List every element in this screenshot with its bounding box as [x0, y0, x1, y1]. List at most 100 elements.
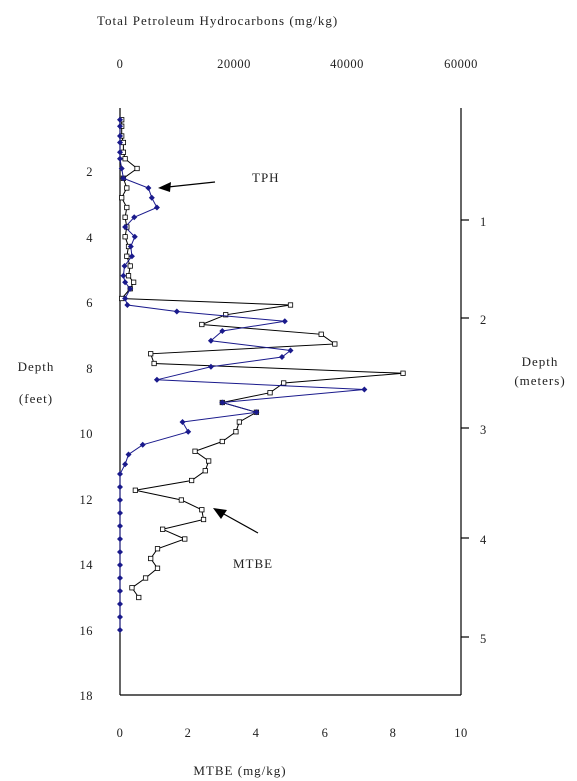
- tph-line: [119, 119, 365, 630]
- right-axis-ticks: 1 2 3 4 5: [461, 215, 487, 646]
- tph-point: [120, 175, 127, 182]
- bottom-tick-label: 2: [185, 726, 192, 740]
- mtbe-point: [236, 419, 242, 425]
- mtbe-arrow-icon: [221, 512, 259, 534]
- mtbe-point: [122, 156, 128, 162]
- mtbe-point: [400, 370, 406, 376]
- right-tick-label: 3: [480, 423, 487, 437]
- bottom-axis-ticks: 0 2 4 6 8 10: [117, 726, 468, 740]
- tph-point: [117, 510, 123, 516]
- tph-point: [185, 428, 192, 435]
- mtbe-point: [154, 565, 161, 571]
- mtbe-point: [202, 468, 208, 474]
- tph-point: [122, 461, 129, 468]
- mtbe-point: [267, 390, 273, 396]
- tph-point: [287, 347, 294, 354]
- left-tick-label: 14: [80, 558, 94, 572]
- tph-arrowhead-icon: [158, 182, 171, 192]
- tph-point: [120, 272, 127, 279]
- bottom-tick-label: 10: [454, 726, 468, 740]
- mtbe-point: [142, 575, 149, 581]
- left-tick-label: 2: [86, 165, 93, 179]
- tph-point: [278, 354, 285, 360]
- bottom-tick-label: 6: [322, 726, 329, 740]
- mtbe-point: [124, 204, 130, 211]
- right-tick-label: 2: [480, 313, 487, 327]
- mtbe-point: [160, 526, 166, 532]
- tph-point: [117, 575, 123, 581]
- right-tick-label: 1: [480, 215, 487, 229]
- mtbe-point: [206, 458, 212, 464]
- tph-point: [121, 263, 128, 269]
- tph-point: [118, 165, 125, 172]
- left-tick-label: 8: [86, 362, 93, 376]
- tph-point: [361, 386, 368, 393]
- left-tick-label: 16: [80, 624, 94, 638]
- tph-point: [128, 253, 135, 260]
- mtbe-point: [127, 263, 133, 269]
- top-axis-ticks: 0 20000 40000 60000: [117, 57, 478, 71]
- tph-point: [122, 295, 129, 302]
- tph-point: [117, 497, 123, 503]
- tph-point: [117, 614, 123, 620]
- tph-point: [127, 243, 134, 250]
- tph-point: [117, 149, 123, 156]
- mtbe-point: [129, 585, 135, 591]
- right-axis-title-line1: Depth: [522, 354, 559, 369]
- tph-point: [173, 308, 180, 315]
- tph-point: [207, 363, 214, 370]
- left-tick-label: 10: [80, 427, 94, 441]
- bottom-tick-label: 8: [390, 726, 397, 740]
- top-tick-label: 20000: [217, 57, 251, 71]
- mtbe-point: [151, 360, 157, 367]
- mtbe-point: [148, 555, 154, 562]
- left-tick-label: 6: [86, 296, 93, 310]
- tph-point: [122, 279, 129, 286]
- mtbe-point: [124, 185, 130, 191]
- top-axis-title: Total Petroleum Hydrocarbons (mg/kg): [97, 13, 338, 28]
- mtbe-arrowhead-icon: [213, 508, 227, 519]
- tph-point: [117, 484, 123, 490]
- tph-point: [117, 155, 123, 162]
- tph-point: [117, 549, 123, 555]
- tph-point: [117, 601, 123, 607]
- mtbe-point: [200, 516, 207, 523]
- right-tick-label: 5: [480, 632, 487, 646]
- left-axis-ticks: 2 4 6 8 10 12 14 16 18: [80, 165, 94, 703]
- tph-point: [219, 328, 226, 334]
- tph-point: [139, 441, 146, 448]
- tph-point: [117, 123, 123, 130]
- left-axis-title-line1: Depth: [18, 359, 55, 374]
- mtbe-series: [119, 117, 406, 601]
- left-tick-label: 18: [80, 689, 94, 703]
- tph-point: [207, 337, 214, 344]
- tph-point: [117, 471, 123, 477]
- tph-annotation: TPH: [252, 170, 280, 185]
- mtbe-annotation: MTBE: [233, 556, 273, 571]
- mtbe-point: [124, 253, 130, 259]
- mtbe-point: [119, 195, 125, 201]
- tph-point: [117, 562, 123, 568]
- mtbe-point: [154, 546, 161, 552]
- tph-point: [253, 409, 260, 416]
- bottom-tick-label: 0: [117, 726, 124, 740]
- top-tick-label: 40000: [330, 57, 364, 71]
- tph-point: [117, 523, 123, 529]
- mtbe-point: [122, 234, 128, 240]
- right-tick-label: 4: [480, 533, 487, 547]
- tph-point: [117, 139, 123, 146]
- tph-point: [117, 116, 123, 123]
- mtbe-point: [233, 429, 239, 435]
- mtbe-point: [219, 438, 225, 445]
- tph-point: [281, 318, 288, 325]
- tph-point: [131, 233, 138, 240]
- tph-point: [153, 204, 160, 211]
- mtbe-point: [182, 536, 188, 542]
- tph-point: [179, 419, 186, 425]
- bottom-tick-label: 4: [253, 726, 260, 740]
- mtbe-point: [136, 594, 142, 601]
- mtbe-point: [122, 214, 128, 220]
- mtbe-point: [332, 341, 338, 347]
- tph-point: [117, 627, 123, 633]
